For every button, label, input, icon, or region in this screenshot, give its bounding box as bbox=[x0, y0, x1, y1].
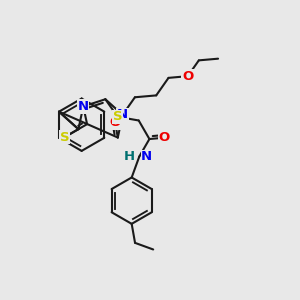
Text: O: O bbox=[182, 70, 194, 83]
Text: O: O bbox=[159, 131, 170, 144]
Text: S: S bbox=[60, 131, 69, 144]
Text: N: N bbox=[117, 108, 128, 121]
Text: H: H bbox=[124, 150, 135, 163]
Text: S: S bbox=[113, 110, 122, 123]
Text: O: O bbox=[110, 116, 121, 129]
Text: N: N bbox=[141, 150, 152, 163]
Text: N: N bbox=[78, 100, 89, 113]
